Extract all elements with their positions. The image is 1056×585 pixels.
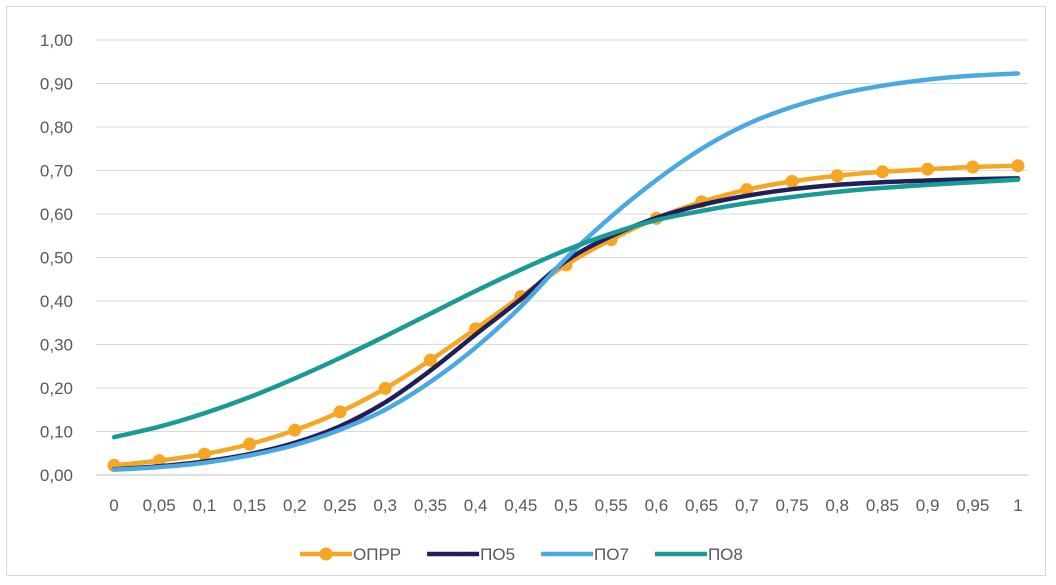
legend-label: ПО5	[480, 545, 515, 564]
x-tick-label: 0,5	[554, 496, 578, 515]
data-point	[423, 353, 437, 367]
legend-label: ПО8	[708, 545, 743, 564]
x-tick-label: 0	[109, 496, 118, 515]
gridlines	[96, 39, 1028, 476]
x-tick-label: 0,75	[775, 496, 808, 515]
y-axis-tick-labels: 0,00 0,10 0,20 0,30 0,40 0,50 0,60 0,70 0,80 0,90…	[40, 31, 73, 485]
x-tick-label: 0,45	[504, 496, 537, 515]
legend-item: ПО5	[427, 545, 515, 564]
series-2-group	[111, 71, 1021, 473]
x-tick-label: 0,25	[323, 496, 356, 515]
x-tick-label: 0,85	[866, 496, 899, 515]
y-tick-label: 0,10	[40, 423, 73, 442]
data-point	[1011, 159, 1025, 173]
x-tick-label: 0,2	[283, 496, 307, 515]
x-tick-label: 0,05	[143, 496, 176, 515]
x-tick-label: 0,65	[685, 496, 718, 515]
legend-item: ПО8	[654, 545, 743, 564]
y-tick-label: 1,00	[40, 31, 73, 50]
y-tick-label: 0,70	[40, 162, 73, 181]
series-1-group	[111, 176, 1021, 472]
series-3-group	[111, 177, 1021, 440]
x-tick-label: 0,4	[464, 496, 488, 515]
data-point	[921, 162, 935, 176]
x-tick-label: 0,55	[595, 496, 628, 515]
x-axis-tick-labels: 0 0,05 0,1 0,15 0,2 0,25 0,3 0,35 0,4 0,45 0,5 0,55…	[109, 496, 1022, 515]
series-line	[111, 177, 1021, 440]
legend-item: ПО7	[541, 545, 629, 564]
data-point	[378, 381, 392, 395]
data-point	[288, 423, 302, 437]
x-tick-label: 0,7	[735, 496, 759, 515]
data-point	[830, 169, 844, 183]
y-tick-label: 0,80	[40, 118, 73, 137]
x-tick-label: 1	[1013, 496, 1022, 515]
y-tick-label: 0,60	[40, 205, 73, 224]
x-tick-label: 0,35	[414, 496, 447, 515]
data-point	[333, 405, 347, 419]
x-tick-label: 0,3	[373, 496, 397, 515]
series-line	[111, 176, 1021, 472]
legend: ОПРР ПО5 ПО7 ПО8	[300, 545, 743, 564]
series-line	[111, 71, 1021, 473]
chart-area: 0,00 0,10 0,20 0,30 0,40 0,50 0,60 0,70 0,80 0,90…	[6, 6, 1046, 576]
data-point	[875, 165, 889, 179]
x-tick-label: 0,95	[956, 496, 989, 515]
y-tick-label: 0,90	[40, 75, 73, 94]
series-line	[111, 163, 1021, 468]
line-chart: 0,000,100,200,300,400,500,600,700,800,90…	[40, 31, 1028, 564]
y-tick-label: 0,50	[40, 249, 73, 268]
x-tick-label: 0,15	[233, 496, 266, 515]
series-lines	[107, 71, 1025, 473]
data-point	[243, 437, 257, 451]
x-tick-label: 0,9	[916, 496, 940, 515]
legend-marker	[319, 547, 333, 561]
y-tick-label: 0,00	[40, 466, 73, 485]
data-point	[966, 160, 980, 174]
data-point	[785, 174, 799, 188]
data-point	[740, 183, 754, 197]
legend-label: ОПРР	[353, 545, 401, 564]
legend-item: ОПРР	[300, 545, 401, 564]
y-tick-label: 0,20	[40, 379, 73, 398]
series-0-group	[107, 159, 1025, 472]
y-tick-label: 0,30	[40, 336, 73, 355]
y-tick-label: 0,40	[40, 292, 73, 311]
x-tick-label: 0,6	[645, 496, 669, 515]
data-point	[197, 447, 211, 461]
x-tick-label: 0,8	[825, 496, 849, 515]
legend-label: ПО7	[594, 545, 629, 564]
x-tick-label: 0,1	[193, 496, 217, 515]
